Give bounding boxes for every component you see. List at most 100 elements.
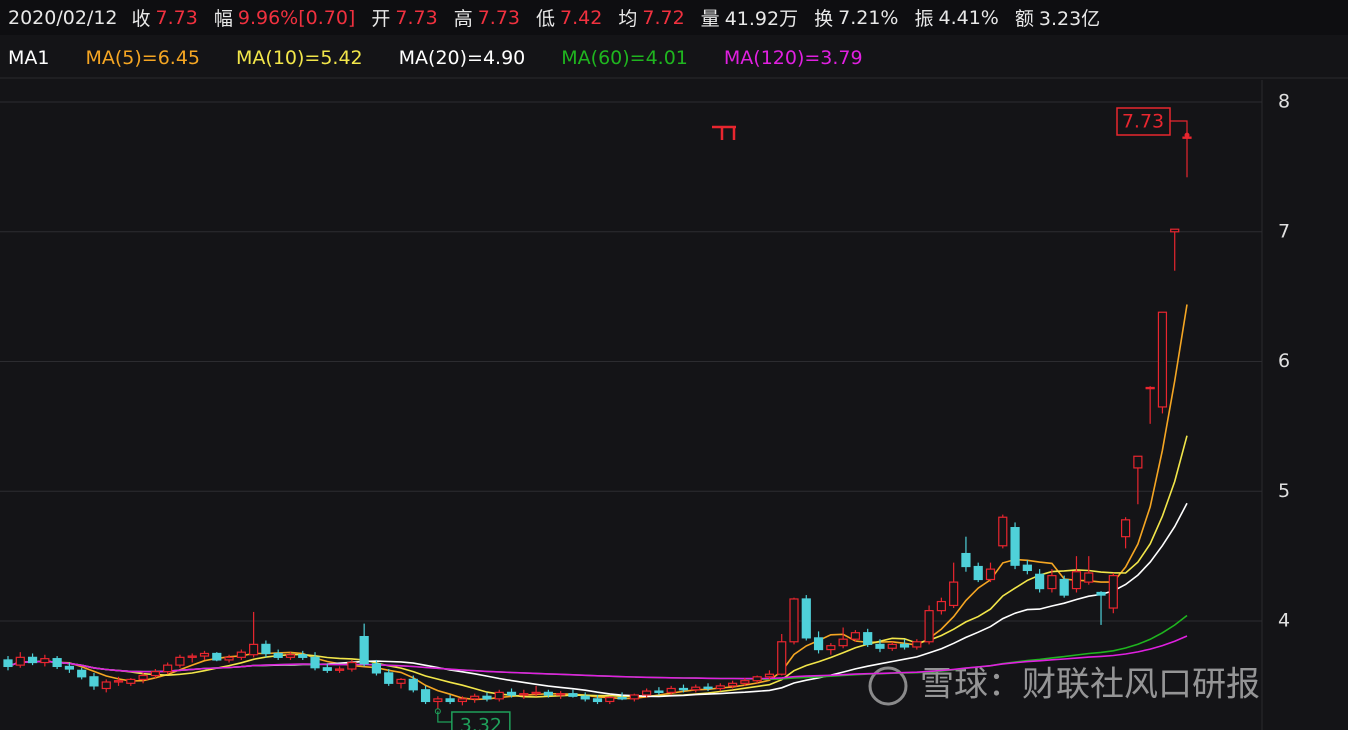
candle-body (543, 691, 553, 696)
candle-body (1133, 455, 1143, 469)
candle-body (580, 695, 590, 700)
candle-body (15, 656, 25, 666)
candle-body (850, 632, 861, 640)
y-tick-label: 8 (1278, 91, 1290, 113)
candle-body (998, 516, 1008, 547)
candle-body (3, 659, 13, 668)
quote-value: 41.92万 (724, 8, 799, 30)
candle-body (1170, 228, 1180, 233)
candle-body (199, 652, 210, 657)
ma-legend: MA1 MA(5)=6.45 MA(10)=5.42 MA(20)=4.90 MA(6… (0, 40, 1348, 76)
quote-value: 7.21% (838, 6, 899, 29)
ma-legend-item: MA(120)=3.79 (723, 47, 863, 69)
candle-body (973, 565, 983, 581)
candle-body (494, 691, 504, 700)
candle-body (236, 651, 246, 658)
ma-line (7, 635, 1188, 680)
max-leader (1170, 120, 1188, 136)
candle-body (789, 598, 799, 643)
candle-body (936, 600, 946, 612)
candle-body (482, 695, 492, 700)
candle-body (89, 676, 99, 687)
y-tick-label: 6 (1278, 350, 1290, 372)
candle-body (764, 673, 775, 678)
quote-value: 7.72 (642, 6, 685, 29)
candle-body (592, 698, 603, 703)
quote-value: 9.96%[0.70] (237, 6, 356, 29)
candle-body (568, 693, 578, 697)
candle-body (64, 665, 75, 670)
candle-body (249, 643, 259, 656)
candle-body (347, 661, 357, 670)
candle-body (519, 693, 529, 696)
candle-body (470, 695, 480, 700)
candle-body (359, 635, 369, 665)
y-tick-label: 5 (1278, 480, 1290, 502)
candle-body (1084, 572, 1094, 583)
candle-body (224, 656, 234, 661)
candle-body (1010, 527, 1020, 566)
candle-body (138, 674, 148, 681)
max-label: 7.73 (1122, 111, 1164, 133)
candle-body (887, 643, 897, 649)
y-tick-label: 4 (1278, 610, 1290, 632)
candle-body (52, 658, 62, 668)
max-dot (1184, 132, 1190, 138)
candle-body (949, 581, 959, 607)
quote-label: 开 (371, 8, 391, 30)
quote-label: 换 (814, 8, 834, 30)
candle-body (1035, 573, 1045, 590)
quote-value: 3.23亿 (1038, 8, 1101, 30)
min-box (451, 711, 511, 730)
candle-body (556, 693, 566, 696)
candle-body (715, 685, 725, 690)
candle-body (531, 691, 541, 695)
candle-body (285, 654, 296, 658)
ma-legend-item: MA(10)=5.42 (236, 47, 363, 69)
candle-body (777, 641, 787, 675)
candle-body (175, 656, 185, 666)
event-marker (712, 125, 736, 140)
candle-body (101, 681, 111, 690)
candle-body (1145, 386, 1155, 390)
candle-body (1120, 519, 1131, 538)
candle-body (961, 552, 971, 568)
quote-label: 额 (1014, 8, 1034, 30)
candle-body (506, 691, 517, 696)
candle-body (875, 643, 885, 649)
candle-body (1071, 571, 1082, 590)
candle-body (1047, 575, 1057, 590)
quote-header: 2020/02/12 收 7.73 幅 9.96%[0.70] 开 7.73 高 7.73 低 7… (0, 0, 1348, 35)
candle-body (310, 656, 320, 669)
candle-body (445, 698, 455, 703)
candle-body (826, 645, 836, 651)
quote-value: 7.42 (560, 6, 603, 29)
quote-label: 低 (536, 8, 556, 30)
candle-body (813, 637, 824, 651)
date: 2020/02/12 (8, 6, 118, 29)
candle-body (273, 652, 283, 658)
y-tick-label: 7 (1278, 220, 1290, 242)
watermark-logo (868, 666, 908, 706)
candle-body (396, 678, 406, 684)
watermark: 雪球：财联社风口研报 (920, 665, 1260, 705)
ma-legend-item: MA(20)=4.90 (398, 47, 526, 69)
quote-value: 7.73 (477, 6, 521, 29)
candle-body (642, 690, 652, 696)
candle-body (420, 689, 431, 703)
candle-body (654, 690, 664, 693)
candle-body (261, 643, 271, 655)
candle-body (801, 598, 811, 639)
candle-body (212, 652, 222, 661)
candle-body (666, 687, 676, 693)
candle-body (113, 680, 124, 683)
candle-body (77, 669, 87, 678)
candle-body (1059, 578, 1069, 596)
candle-body (163, 664, 173, 673)
candle-body (371, 663, 382, 674)
candle-body (187, 655, 197, 658)
candle-body (838, 638, 848, 647)
candle-body (899, 643, 910, 648)
